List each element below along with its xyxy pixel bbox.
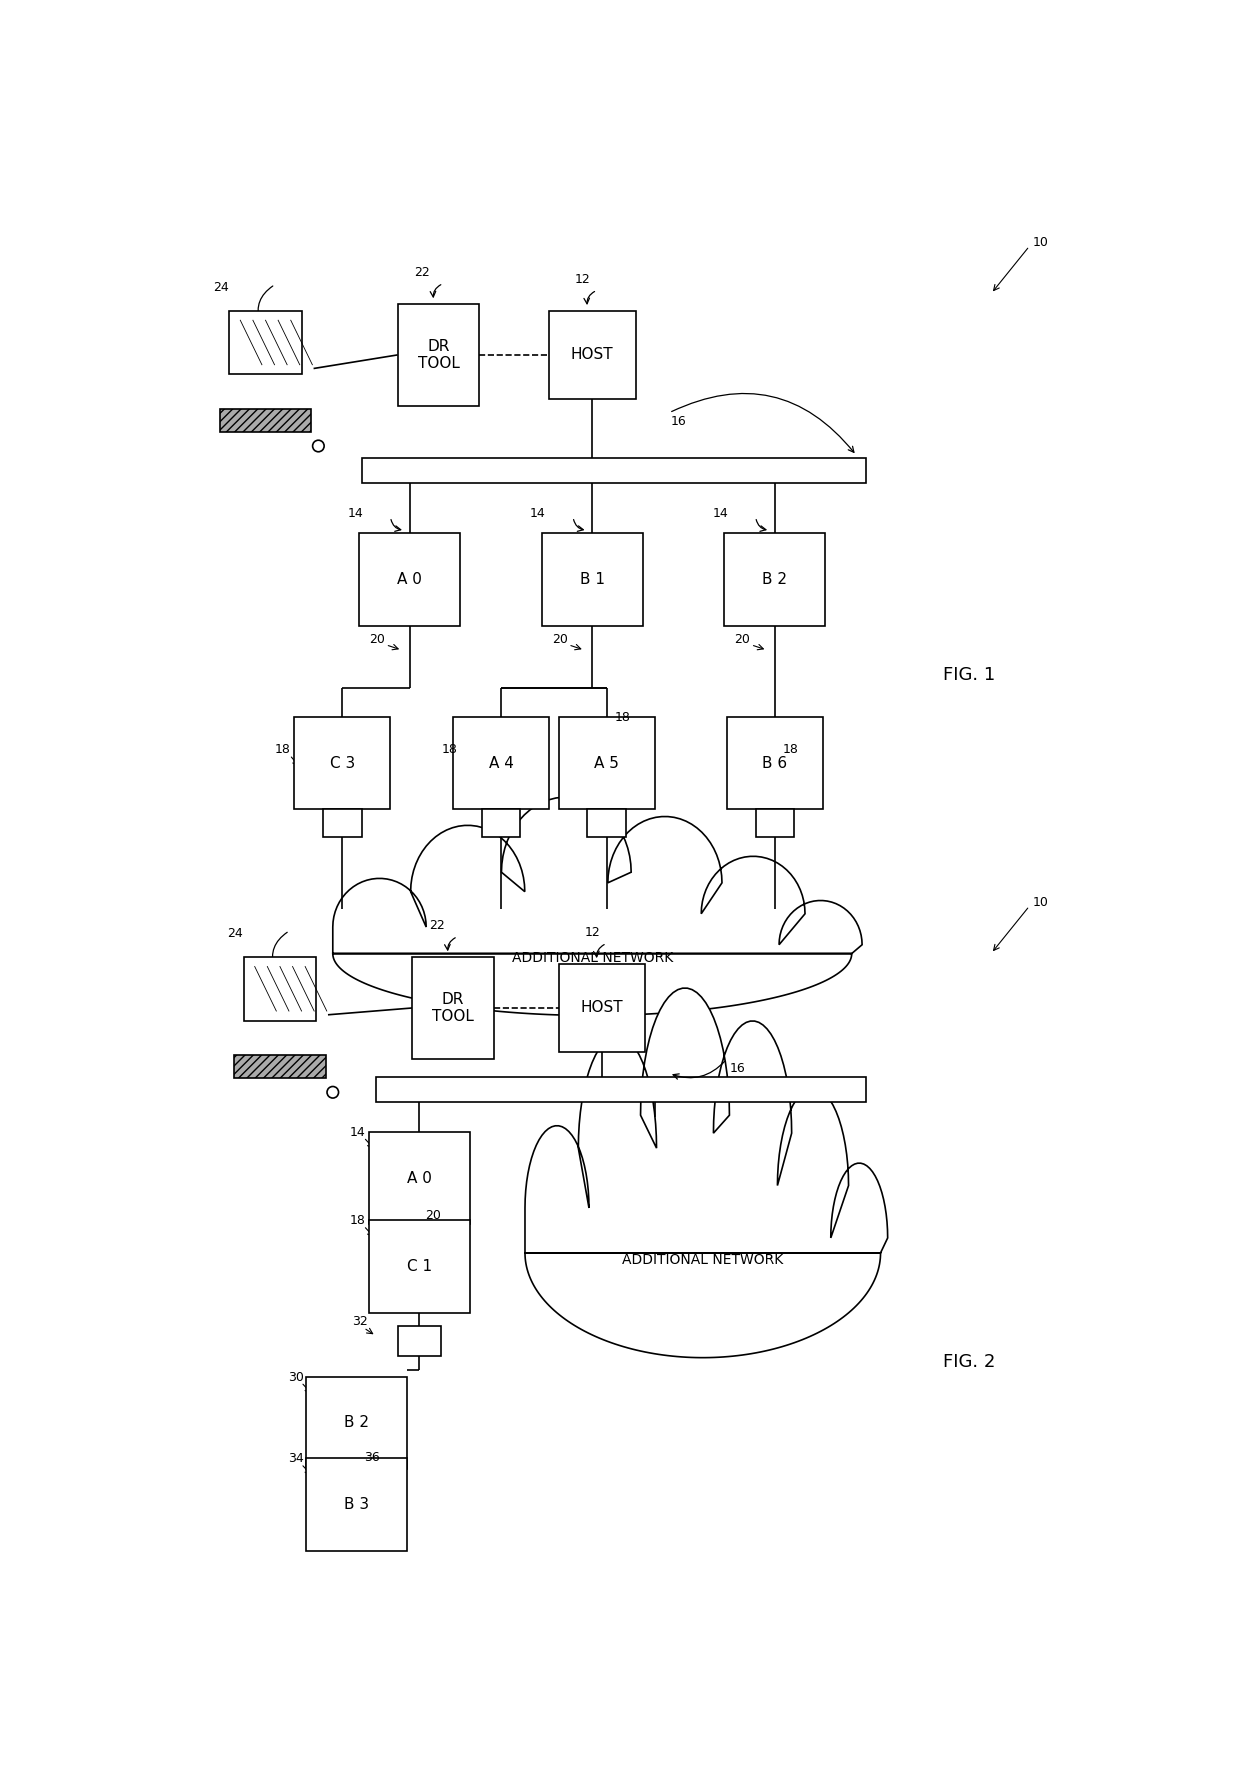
Bar: [481, 809, 521, 836]
Bar: [324, 809, 362, 836]
Text: 14: 14: [347, 507, 363, 519]
Text: 20: 20: [734, 633, 750, 647]
Text: 34: 34: [288, 1452, 304, 1465]
Text: A 0: A 0: [397, 573, 422, 587]
Text: ADDITIONAL NETWORK: ADDITIONAL NETWORK: [512, 951, 673, 965]
Text: 10: 10: [1033, 896, 1048, 908]
Bar: [588, 809, 626, 836]
Text: B 2: B 2: [763, 573, 787, 587]
Text: FIG. 2: FIG. 2: [942, 1354, 996, 1371]
Bar: [234, 1055, 326, 1078]
Text: 18: 18: [441, 744, 458, 756]
Text: FIG. 1: FIG. 1: [942, 666, 996, 684]
Bar: [368, 1221, 470, 1313]
Text: A 0: A 0: [407, 1170, 432, 1186]
Bar: [542, 534, 642, 626]
Bar: [376, 1078, 866, 1103]
Text: ADDITIONAL NETWORK: ADDITIONAL NETWORK: [622, 1253, 784, 1267]
Bar: [362, 458, 867, 482]
Text: 16: 16: [729, 1062, 745, 1074]
Bar: [294, 717, 391, 809]
Text: 18: 18: [275, 744, 291, 756]
Text: 12: 12: [584, 926, 600, 940]
Bar: [755, 809, 794, 836]
Text: 36: 36: [365, 1451, 381, 1463]
Text: HOST: HOST: [570, 348, 614, 362]
Bar: [398, 1327, 441, 1357]
Text: B 3: B 3: [345, 1497, 370, 1513]
Text: 22: 22: [414, 267, 430, 279]
Text: 24: 24: [213, 281, 228, 293]
Bar: [368, 1133, 470, 1225]
Text: DR
TOOL: DR TOOL: [432, 991, 474, 1025]
Bar: [244, 958, 316, 1021]
Text: 18: 18: [350, 1214, 366, 1226]
Text: A 4: A 4: [489, 756, 513, 770]
Text: B 6: B 6: [763, 756, 787, 770]
Bar: [558, 717, 655, 809]
Text: C 3: C 3: [330, 756, 355, 770]
Text: 24: 24: [227, 928, 243, 940]
Polygon shape: [525, 988, 888, 1357]
Text: 32: 32: [352, 1315, 368, 1327]
Text: HOST: HOST: [580, 1000, 624, 1016]
Bar: [360, 534, 460, 626]
Text: 20: 20: [552, 633, 568, 647]
Text: 16: 16: [671, 415, 687, 428]
Bar: [398, 304, 480, 406]
Bar: [549, 311, 635, 399]
Text: 20: 20: [425, 1209, 441, 1223]
Text: C 1: C 1: [407, 1260, 432, 1274]
Ellipse shape: [312, 440, 324, 452]
Text: 30: 30: [288, 1371, 304, 1384]
Bar: [306, 1458, 407, 1551]
Bar: [229, 311, 301, 375]
Text: 14: 14: [529, 507, 546, 519]
Text: B 1: B 1: [580, 573, 605, 587]
Bar: [412, 958, 494, 1058]
Bar: [219, 408, 311, 433]
Text: A 5: A 5: [594, 756, 619, 770]
Bar: [453, 717, 549, 809]
Text: 22: 22: [429, 919, 445, 933]
Polygon shape: [332, 797, 862, 1016]
Text: 14: 14: [350, 1126, 366, 1138]
Text: B 2: B 2: [345, 1415, 370, 1431]
Bar: [559, 963, 645, 1051]
Ellipse shape: [327, 1087, 339, 1097]
Text: 12: 12: [575, 274, 590, 286]
Text: 20: 20: [370, 633, 386, 647]
Text: DR
TOOL: DR TOOL: [418, 339, 460, 371]
Text: 10: 10: [1033, 235, 1048, 249]
Bar: [724, 534, 826, 626]
Text: 18: 18: [614, 710, 630, 724]
Bar: [727, 717, 823, 809]
Text: 14: 14: [713, 507, 728, 519]
Bar: [306, 1376, 407, 1468]
Text: 18: 18: [782, 744, 799, 756]
